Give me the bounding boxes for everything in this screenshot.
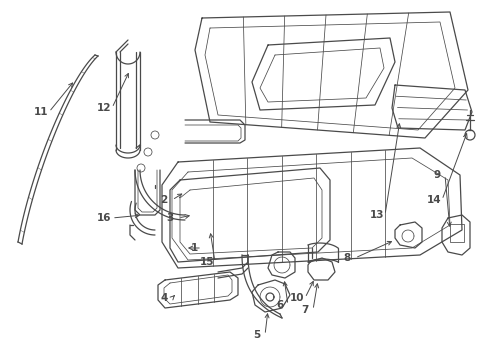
Text: 2: 2 — [160, 195, 167, 205]
Text: 7: 7 — [301, 305, 308, 315]
Text: 1: 1 — [190, 243, 197, 253]
Text: 12: 12 — [97, 103, 111, 113]
Text: 15: 15 — [199, 257, 214, 267]
Text: 6: 6 — [276, 300, 283, 310]
Text: 11: 11 — [34, 107, 48, 117]
Text: 10: 10 — [289, 293, 304, 303]
Text: 4: 4 — [160, 293, 167, 303]
Text: 5: 5 — [253, 330, 260, 340]
Text: 8: 8 — [343, 253, 350, 263]
Text: 16: 16 — [97, 213, 111, 223]
Text: 14: 14 — [426, 195, 440, 205]
Text: 13: 13 — [369, 210, 384, 220]
Text: 9: 9 — [432, 170, 440, 180]
Text: 3: 3 — [166, 213, 173, 223]
